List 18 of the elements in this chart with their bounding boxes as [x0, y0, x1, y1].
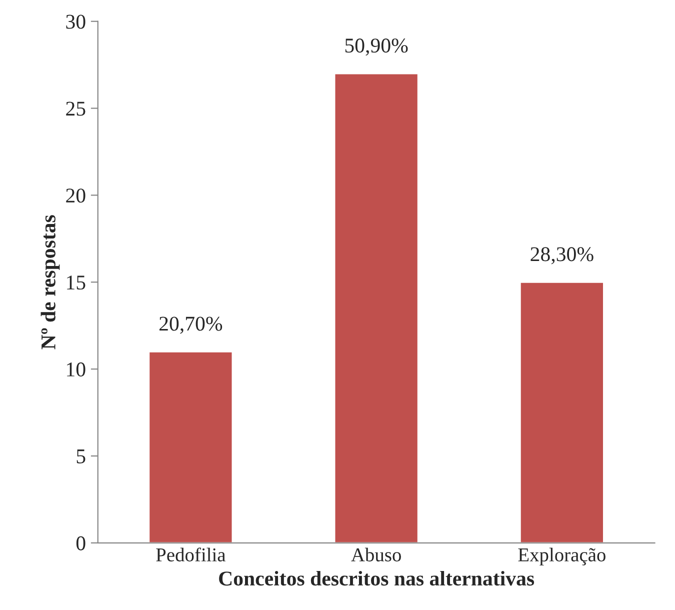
y-axis-title: Nº de respostas — [40, 215, 60, 350]
x-tick-label: Exploração — [518, 548, 606, 566]
annotation: 28,30% — [530, 247, 594, 264]
annotation: 50,90% — [345, 38, 408, 56]
y-tick-label: 10 — [67, 362, 86, 376]
bar — [148, 350, 234, 543]
annotation: 20,70% — [159, 316, 222, 334]
y-tick-label: 5 — [76, 450, 86, 464]
bar — [519, 281, 604, 543]
y-tick-label: 30 — [66, 14, 86, 29]
x-axis-title: Conceitos descritos nas alternativas — [219, 570, 534, 586]
x-tick-label: Pedofilia — [156, 548, 226, 562]
y-tick-label: 15 — [67, 276, 86, 290]
y-tick-label: 0 — [76, 536, 86, 550]
y-tick-label: 20 — [66, 188, 86, 203]
bar — [334, 72, 419, 543]
y-tick-label: 25 — [66, 102, 86, 116]
x-tick-label: Abuso — [351, 548, 401, 562]
